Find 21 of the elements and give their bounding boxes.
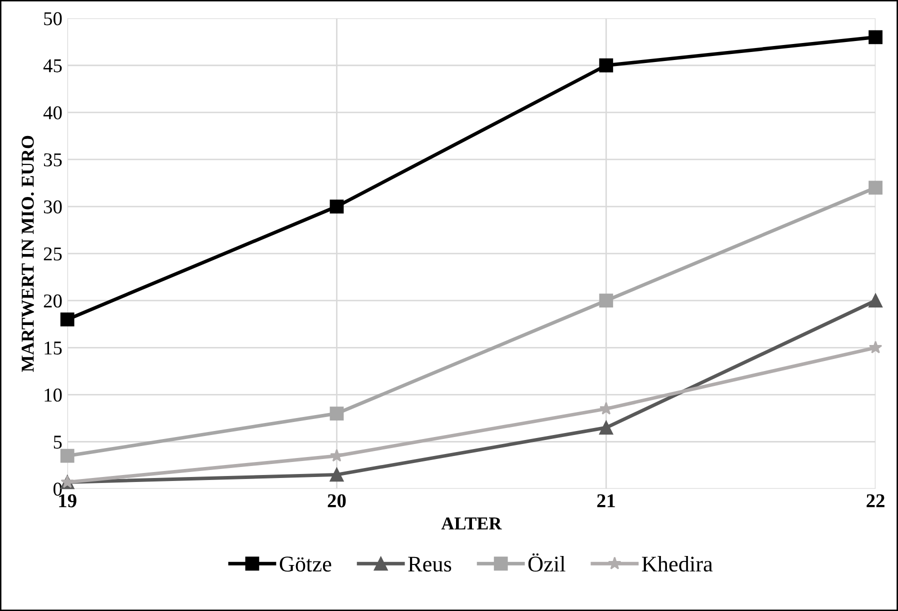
- x-tick-label: 22: [866, 494, 884, 508]
- y-tick-label: 0: [54, 482, 62, 496]
- y-tick-label: 40: [43, 106, 62, 120]
- y-tick-label: 35: [44, 153, 62, 166]
- y-tick-label: 5: [54, 436, 62, 449]
- y-tick-label: 30: [44, 200, 62, 214]
- legend-label: Khedira: [642, 556, 713, 572]
- y-tick-label: 50: [44, 12, 62, 26]
- y-tick-label: 45: [43, 59, 62, 72]
- y-tick-label: 10: [44, 388, 62, 402]
- y-tick-label: 25: [44, 247, 62, 261]
- x-axis-title: ALTER: [441, 517, 502, 530]
- x-tick-label: 21: [597, 494, 615, 508]
- legend-label: Özil: [528, 553, 566, 572]
- y-axis-title: MARTWERT IN MIO. EURO: [22, 136, 34, 372]
- y-tick-label: 20: [44, 294, 62, 308]
- x-tick-label: 19: [59, 494, 76, 508]
- legend-label: Reus: [408, 556, 452, 572]
- y-tick-label: 15: [44, 342, 62, 355]
- x-tick-label: 20: [328, 494, 346, 508]
- legend-label: Götze: [280, 556, 332, 572]
